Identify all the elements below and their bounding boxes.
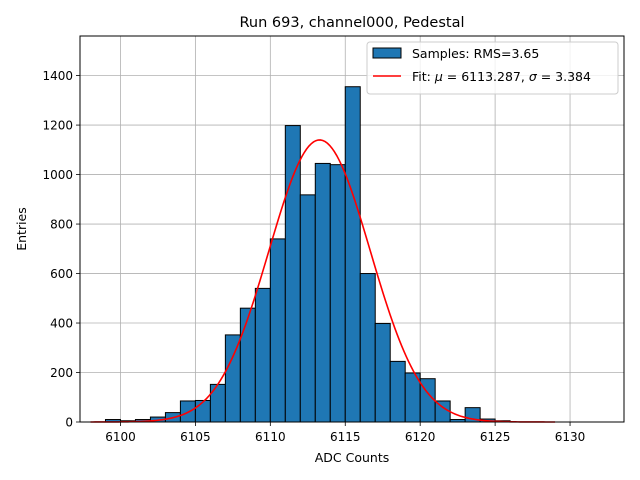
histogram-bar	[209, 383, 226, 423]
y-tick-label: 1000	[42, 168, 73, 182]
y-tick-label: 0	[65, 416, 73, 430]
fit-curve	[90, 139, 556, 423]
histogram-bar	[359, 273, 376, 423]
x-tick-label: 6115	[330, 430, 361, 444]
legend-box	[366, 41, 619, 95]
fit-curve-group	[90, 139, 556, 423]
plot-frame	[79, 35, 625, 423]
histogram-bars	[104, 86, 511, 423]
histogram-bar	[269, 238, 286, 423]
legend: Samples: RMS=3.65 Fit: μ = 6113.287, σ =…	[366, 41, 619, 95]
legend-samples-swatch	[372, 47, 402, 59]
y-tick-label: 1400	[42, 69, 73, 83]
histogram-bar	[299, 194, 316, 423]
histogram-bar	[194, 399, 211, 423]
histogram-bar	[344, 86, 361, 423]
x-tick-label: 6130	[555, 430, 586, 444]
histogram-bar	[284, 125, 301, 423]
x-tick-label: 6110	[255, 430, 286, 444]
legend-fit-sigma-symbol: σ	[529, 69, 538, 84]
histogram-bar	[434, 400, 451, 423]
x-axis-ticks: 6100 6105 6110 6115 6120 6125 6130	[105, 422, 585, 444]
x-tick-label: 6105	[180, 430, 211, 444]
histogram-bar	[314, 162, 331, 423]
legend-fit-sigma-value: = 3.384	[537, 69, 591, 84]
legend-fit-prefix: Fit:	[412, 69, 435, 84]
histogram-bar	[374, 323, 391, 423]
y-tick-label: 200	[50, 366, 73, 380]
x-tick-label: 6120	[405, 430, 436, 444]
histogram-bar	[239, 307, 256, 423]
x-axis-label: ADC Counts	[315, 450, 390, 465]
legend-fit-mu-value: = 6113.287,	[443, 69, 529, 84]
x-tick-label: 6100	[105, 430, 136, 444]
legend-fit-mu-symbol: μ	[434, 69, 443, 84]
y-tick-label: 600	[50, 267, 73, 281]
legend-samples-label: Samples: RMS=3.65	[412, 46, 539, 61]
y-tick-label: 1200	[42, 119, 73, 133]
chart-title: Run 693, channel000, Pedestal	[239, 15, 464, 31]
y-axis-label: Entries	[14, 207, 29, 251]
histogram-bar	[329, 164, 346, 423]
x-tick-label: 6125	[480, 430, 511, 444]
y-tick-label: 400	[50, 317, 73, 331]
y-tick-label: 800	[50, 218, 73, 232]
legend-fit-label: Fit: μ = 6113.287, σ = 3.384	[412, 69, 591, 84]
histogram-bar	[254, 287, 271, 423]
histogram-bar	[224, 334, 241, 423]
y-axis-ticks: 0 200 400 600 800 1000 1200 1400	[42, 69, 80, 430]
histogram-bar	[389, 360, 406, 423]
